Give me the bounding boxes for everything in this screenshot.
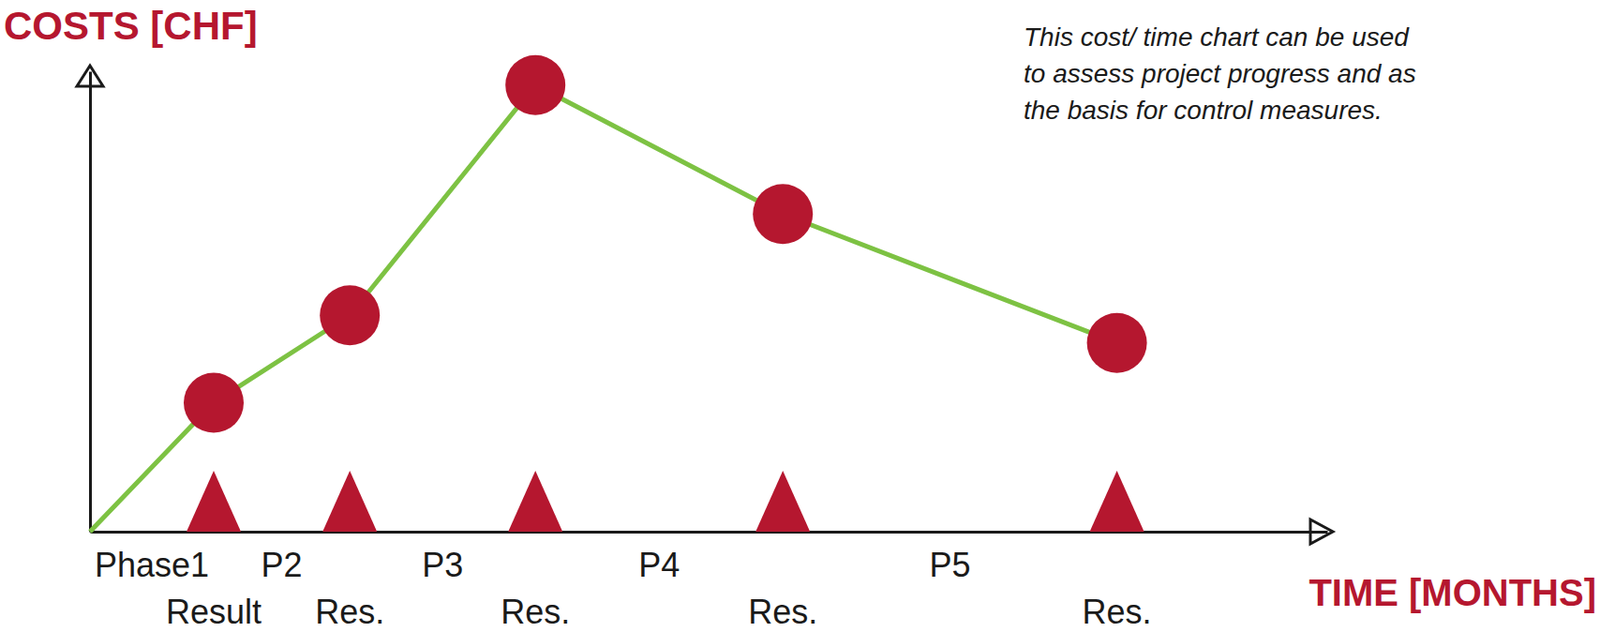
annotation: This cost/ time chart can be used bbox=[1023, 22, 1410, 52]
cost-line bbox=[89, 85, 1118, 532]
phase-label: P2 bbox=[261, 545, 303, 584]
phase-label: P3 bbox=[421, 545, 464, 584]
milestone bbox=[322, 470, 377, 532]
x-axis bbox=[90, 531, 1329, 533]
point bbox=[183, 373, 244, 434]
milestone bbox=[508, 470, 563, 532]
y-axis bbox=[89, 72, 91, 533]
milestone-label: Res. bbox=[1082, 592, 1152, 631]
annotation: to assess project progress and as bbox=[1023, 59, 1417, 89]
milestone-label: Res. bbox=[314, 592, 385, 631]
axis-line bbox=[89, 72, 92, 533]
chart: COSTS [CHF] TIME [MONTHS] This cost/ time … bbox=[0, 0, 1600, 632]
phase-label: Phase1 bbox=[94, 545, 210, 584]
x-axis-title: TIME [MONTHS] bbox=[1308, 571, 1597, 614]
phase-label: P5 bbox=[928, 545, 971, 584]
point bbox=[752, 183, 813, 244]
y-axis-title: COSTS [CHF] bbox=[3, 3, 258, 48]
point bbox=[319, 284, 380, 345]
x-axis-arrow bbox=[1310, 519, 1333, 544]
milestone-label: Res. bbox=[500, 592, 570, 631]
phase-label: P4 bbox=[638, 545, 680, 584]
annotation: the basis for control measures. bbox=[1023, 95, 1383, 125]
labels: COSTS [CHF] TIME [MONTHS] This cost/ time … bbox=[3, 3, 1597, 631]
point bbox=[505, 55, 566, 116]
plot-area bbox=[89, 55, 1148, 532]
milestone bbox=[755, 470, 810, 532]
milestone-label: Res. bbox=[747, 592, 818, 631]
y-axis-arrow bbox=[76, 65, 104, 87]
point bbox=[1087, 313, 1148, 374]
milestone bbox=[186, 470, 241, 532]
milestone-label: Result bbox=[165, 592, 262, 631]
milestone bbox=[1090, 470, 1145, 532]
